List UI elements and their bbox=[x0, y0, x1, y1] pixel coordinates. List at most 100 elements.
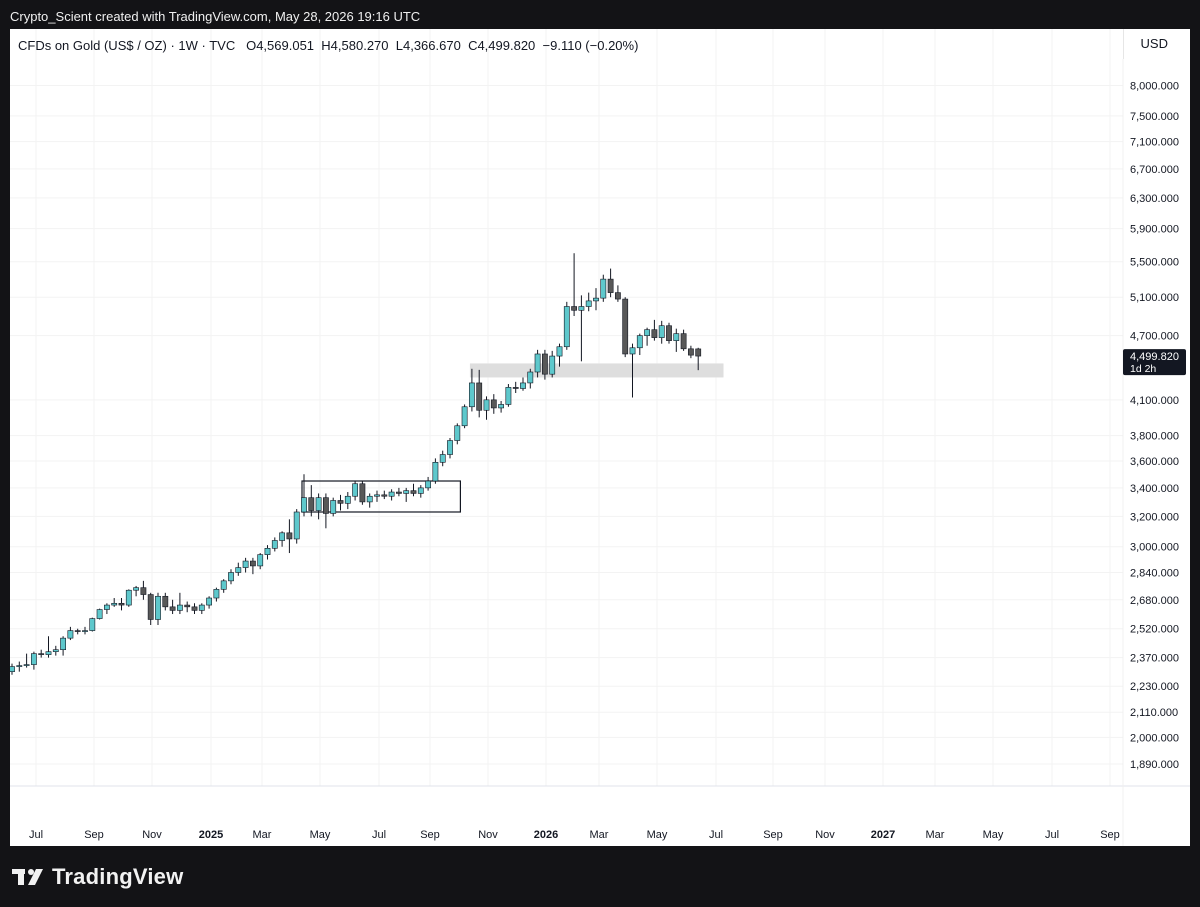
candle-up[interactable] bbox=[454, 425, 461, 441]
candle-down[interactable] bbox=[118, 602, 125, 606]
candle-up[interactable] bbox=[177, 604, 183, 611]
candle-down[interactable] bbox=[38, 653, 45, 655]
candle-up[interactable] bbox=[658, 325, 665, 338]
candle-up[interactable] bbox=[315, 497, 322, 511]
candle-up[interactable] bbox=[527, 371, 534, 384]
candle-up[interactable] bbox=[60, 637, 66, 651]
candle-down[interactable] bbox=[140, 587, 147, 595]
candle-down[interactable] bbox=[695, 348, 702, 357]
candle-up[interactable] bbox=[344, 495, 351, 504]
candle-up[interactable] bbox=[600, 278, 607, 299]
candle-up[interactable] bbox=[235, 567, 242, 573]
candle-up[interactable] bbox=[673, 333, 680, 341]
candle-up[interactable] bbox=[468, 382, 475, 408]
candle-up[interactable] bbox=[125, 589, 132, 606]
candle-up[interactable] bbox=[563, 306, 570, 348]
candle-up[interactable] bbox=[585, 300, 592, 307]
candle-up[interactable] bbox=[133, 587, 139, 591]
candle-down[interactable] bbox=[395, 491, 402, 494]
symbol-name[interactable]: CFDs on Gold (US$ / OZ) bbox=[18, 38, 167, 53]
candle-up[interactable] bbox=[534, 353, 541, 373]
candle-up[interactable] bbox=[644, 329, 650, 336]
candle-down[interactable] bbox=[162, 595, 169, 608]
candle-down[interactable] bbox=[476, 382, 483, 411]
candle-up[interactable] bbox=[366, 495, 373, 503]
candle-down[interactable] bbox=[680, 333, 687, 350]
candle-up[interactable] bbox=[198, 604, 205, 611]
candle-up[interactable] bbox=[629, 347, 636, 355]
price-chart[interactable]: 8,000.000 7,500.000 7,100.000 6,700.000 6,30… bbox=[10, 29, 1190, 846]
candle-up[interactable] bbox=[52, 649, 59, 652]
candle-down[interactable] bbox=[169, 606, 176, 611]
interval-label[interactable]: 1W bbox=[178, 38, 198, 53]
candle-up[interactable] bbox=[301, 497, 307, 513]
candle-up[interactable] bbox=[388, 491, 395, 497]
candle-up[interactable] bbox=[432, 462, 439, 482]
candle-up[interactable] bbox=[352, 483, 358, 497]
candle-up[interactable] bbox=[242, 560, 249, 568]
candle-down[interactable] bbox=[622, 298, 629, 355]
candle-down[interactable] bbox=[359, 483, 366, 503]
candle-down[interactable] bbox=[490, 399, 497, 409]
candle-up[interactable] bbox=[10, 666, 15, 672]
candle-up[interactable] bbox=[206, 597, 212, 606]
candle-up[interactable] bbox=[89, 618, 96, 631]
candle-up[interactable] bbox=[425, 480, 431, 489]
candle-up[interactable] bbox=[16, 665, 23, 667]
candle-down[interactable] bbox=[184, 604, 191, 608]
candle-down[interactable] bbox=[607, 278, 614, 293]
candle-down[interactable] bbox=[614, 292, 621, 300]
candle-up[interactable] bbox=[330, 500, 337, 514]
candle-down[interactable] bbox=[512, 387, 519, 389]
candle-down[interactable] bbox=[337, 500, 344, 504]
candle-up[interactable] bbox=[82, 630, 88, 632]
candle-up[interactable] bbox=[549, 355, 556, 375]
candle-down[interactable] bbox=[308, 497, 315, 511]
candle-up[interactable] bbox=[96, 609, 103, 619]
candle-down[interactable] bbox=[410, 490, 417, 494]
candle-up[interactable] bbox=[30, 653, 37, 665]
candle-up[interactable] bbox=[636, 335, 643, 349]
candle-up[interactable] bbox=[578, 306, 585, 311]
candle-up[interactable] bbox=[461, 406, 468, 427]
candle-up[interactable] bbox=[155, 595, 161, 620]
candle-up[interactable] bbox=[104, 604, 110, 610]
candle-up[interactable] bbox=[111, 602, 118, 606]
candle-up[interactable] bbox=[403, 490, 410, 494]
candle-down[interactable] bbox=[687, 348, 694, 356]
candle-up[interactable] bbox=[228, 572, 234, 582]
candle-up[interactable] bbox=[257, 554, 264, 567]
candle-up[interactable] bbox=[498, 404, 504, 409]
candle-up[interactable] bbox=[593, 297, 599, 302]
candle-up[interactable] bbox=[271, 540, 278, 549]
candle-up[interactable] bbox=[264, 548, 271, 555]
candle-up[interactable] bbox=[439, 454, 446, 463]
candle-up[interactable] bbox=[556, 346, 563, 357]
support-zone[interactable] bbox=[469, 363, 724, 378]
candle-down[interactable] bbox=[571, 306, 577, 311]
candle-up[interactable] bbox=[293, 511, 300, 540]
candle-up[interactable] bbox=[520, 382, 526, 389]
candle-up[interactable] bbox=[505, 387, 512, 405]
candle-up[interactable] bbox=[374, 494, 380, 497]
candle-up[interactable] bbox=[447, 440, 453, 455]
candle-up[interactable] bbox=[417, 487, 424, 494]
currency-label[interactable]: USD bbox=[1140, 36, 1168, 51]
candle-up[interactable] bbox=[220, 580, 227, 590]
candle-down[interactable] bbox=[541, 353, 548, 375]
candle-down[interactable] bbox=[147, 594, 154, 620]
candle-up[interactable] bbox=[67, 630, 74, 639]
candle-down[interactable] bbox=[74, 630, 81, 632]
candle-up[interactable] bbox=[213, 589, 220, 599]
candle-up[interactable] bbox=[23, 664, 30, 666]
range-box[interactable] bbox=[301, 480, 461, 513]
candle-down[interactable] bbox=[322, 497, 329, 514]
chart-panel[interactable]: 8,000.000 7,500.000 7,100.000 6,700.000 6,30… bbox=[10, 29, 1190, 846]
candle-down[interactable] bbox=[250, 560, 256, 567]
candle-down[interactable] bbox=[286, 532, 293, 540]
candle-down[interactable] bbox=[651, 329, 658, 338]
candle-down[interactable] bbox=[191, 606, 198, 611]
candle-down[interactable] bbox=[381, 494, 388, 497]
candle-up[interactable] bbox=[45, 651, 52, 655]
candle-up[interactable] bbox=[279, 532, 285, 541]
